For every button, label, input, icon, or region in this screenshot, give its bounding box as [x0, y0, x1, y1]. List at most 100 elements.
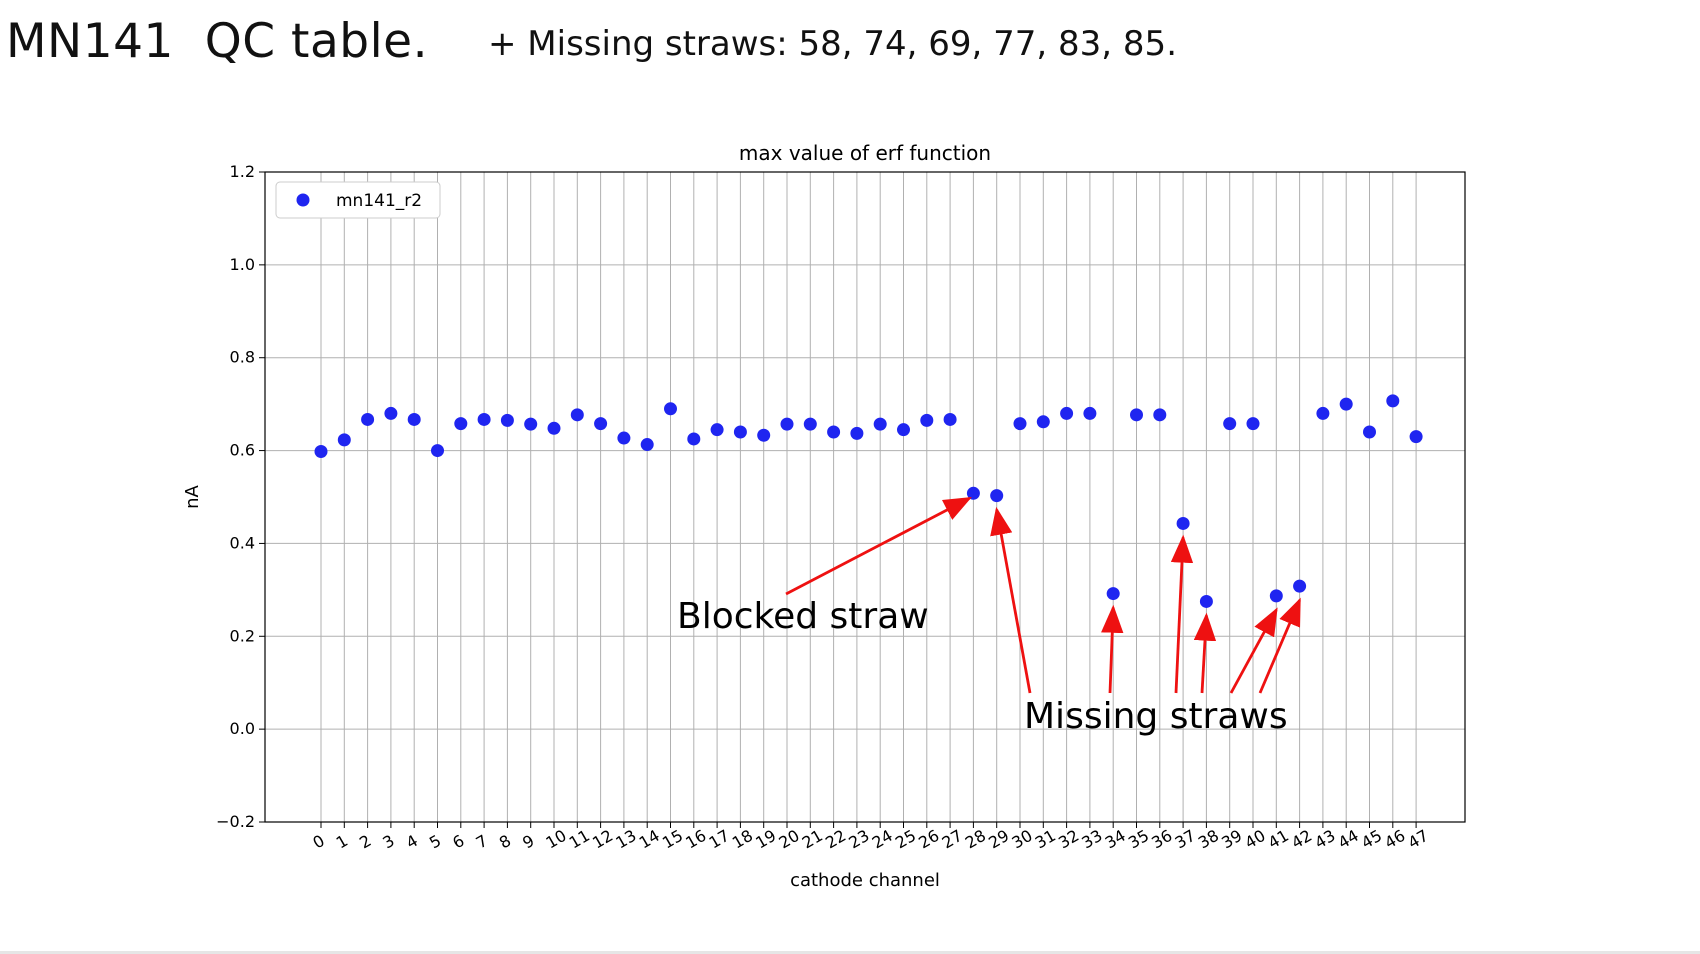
data-point [454, 417, 468, 431]
x-tick-label: 39 [1218, 826, 1245, 853]
x-tick-label: 27 [939, 826, 966, 853]
x-tick-label: 32 [1055, 826, 1082, 853]
x-tick-label: 13 [612, 826, 639, 853]
y-tick-label: 1.0 [230, 255, 255, 274]
data-point [1293, 579, 1307, 593]
data-point [1246, 417, 1260, 431]
data-point [547, 421, 561, 435]
data-point [431, 444, 444, 458]
x-tick-label: 2 [356, 831, 374, 853]
y-tick-label: 0.8 [230, 348, 255, 367]
data-point [1269, 589, 1283, 603]
x-tick-label: 3 [379, 831, 397, 853]
data-point [1153, 408, 1167, 422]
plot-frame [264, 171, 1466, 823]
x-tick-label: 6 [449, 831, 467, 853]
x-tick-label: 28 [962, 826, 989, 853]
data-point [1199, 594, 1213, 608]
x-tick-label: 26 [915, 826, 942, 853]
legend-label: mn141_r2 [336, 191, 422, 211]
x-tick-label: 22 [822, 826, 849, 853]
x-tick-label: 16 [682, 826, 709, 853]
x-tick-label: 7 [473, 831, 491, 853]
data-point [1386, 394, 1400, 408]
annotation-missing-straws: Missing straws [1024, 696, 1288, 737]
data-point [873, 417, 887, 431]
x-tick-label: 29 [985, 826, 1012, 853]
data-point [966, 486, 980, 500]
x-tick-label: 44 [1335, 826, 1362, 853]
data-point [1223, 417, 1237, 431]
x-tick-label: 9 [519, 831, 537, 853]
data-point [803, 417, 817, 431]
slide-bottom-rule [0, 951, 1700, 954]
x-tick-label: 38 [1195, 826, 1222, 853]
data-point [943, 412, 957, 426]
x-tick-label: 12 [589, 826, 616, 853]
x-tick-label: 43 [1311, 826, 1338, 853]
data-point [1083, 406, 1097, 420]
x-tick-label: 37 [1172, 826, 1199, 853]
data-point [407, 412, 421, 426]
legend-box [275, 181, 441, 219]
x-tick-label: 15 [659, 826, 686, 853]
data-point [687, 432, 701, 446]
slide-title: MN141 QC table. [6, 14, 429, 69]
x-tick-label: 14 [636, 826, 663, 853]
x-tick-label: 33 [1078, 826, 1105, 853]
x-tick-label: 10 [543, 826, 570, 853]
x-tick-label: 20 [776, 826, 803, 853]
annotation-arrow [1193, 612, 1217, 694]
x-tick-label: 34 [1102, 826, 1129, 853]
data-point [1409, 430, 1423, 444]
data-point [1316, 406, 1330, 420]
data-point [1339, 397, 1353, 411]
data-point [664, 402, 677, 416]
x-tick-label: 41 [1265, 826, 1292, 853]
y-axis-label: nA [182, 484, 203, 508]
x-tick-label: 19 [752, 826, 779, 853]
data-point [500, 413, 514, 427]
annotation-arrow [1101, 604, 1124, 694]
x-tick-label: 30 [1009, 826, 1036, 853]
x-tick-label: 4 [403, 831, 421, 853]
data-point [361, 412, 375, 426]
data-point [780, 417, 794, 431]
x-tick-label: 23 [845, 826, 872, 853]
x-tick-label: 11 [566, 826, 593, 853]
data-point [897, 423, 910, 437]
data-point [337, 433, 351, 447]
x-tick-label: 40 [1242, 826, 1269, 853]
missing-straws-note: + Missing straws: 58, 74, 69, 77, 83, 85… [488, 24, 1177, 64]
annotation-arrow [1258, 597, 1301, 694]
data-point [1036, 415, 1050, 429]
annotation-arrow [1229, 607, 1278, 694]
annotation-arrow [1170, 534, 1194, 694]
data-point [1363, 425, 1376, 439]
data-point [617, 431, 631, 445]
x-tick-label: 18 [729, 826, 756, 853]
y-tick-label: 0.6 [230, 441, 255, 460]
data-point [1176, 516, 1190, 530]
data-point [570, 408, 584, 422]
x-tick-label: 46 [1381, 826, 1408, 853]
x-tick-label: 45 [1358, 826, 1385, 853]
data-point [640, 438, 654, 452]
data-point [1013, 417, 1027, 431]
data-point [990, 489, 1004, 503]
data-point [850, 426, 864, 440]
x-tick-label: 47 [1405, 826, 1432, 853]
data-point [594, 417, 608, 431]
chart-title: max value of erf function [739, 141, 991, 165]
data-point [757, 428, 771, 442]
x-tick-label: 31 [1032, 826, 1059, 853]
x-tick-label: 0 [310, 831, 328, 853]
x-tick-label: 1 [333, 831, 351, 853]
y-tick-label: −0.2 [216, 812, 255, 831]
data-point [827, 425, 841, 439]
x-axis-label: cathode channel [790, 870, 940, 891]
data-point [1106, 587, 1120, 601]
x-tick-label: 5 [426, 831, 444, 853]
annotation-arrow [785, 496, 972, 596]
